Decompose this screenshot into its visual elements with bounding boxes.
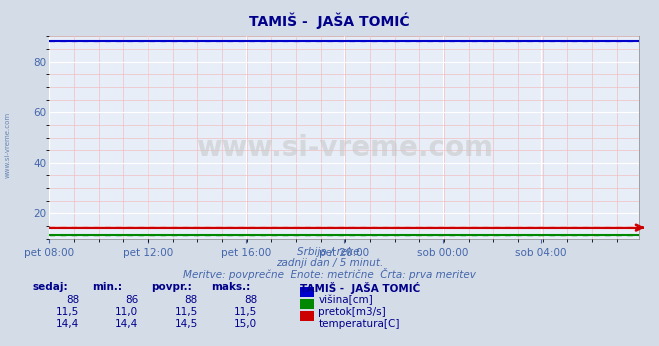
Text: 11,5: 11,5 [234, 307, 257, 317]
Text: zadnji dan / 5 minut.: zadnji dan / 5 minut. [276, 258, 383, 268]
Text: 88: 88 [244, 295, 257, 305]
Text: 14,4: 14,4 [56, 319, 79, 329]
Text: www.si-vreme.com: www.si-vreme.com [5, 112, 11, 179]
Text: TAMIŠ -  JAŠA TOMIĆ: TAMIŠ - JAŠA TOMIĆ [300, 282, 420, 294]
Text: 11,0: 11,0 [115, 307, 138, 317]
Text: maks.:: maks.: [211, 282, 250, 292]
Text: www.si-vreme.com: www.si-vreme.com [196, 134, 493, 162]
Text: 14,5: 14,5 [175, 319, 198, 329]
Text: višina[cm]: višina[cm] [318, 295, 373, 305]
Text: sedaj:: sedaj: [33, 282, 69, 292]
Text: pretok[m3/s]: pretok[m3/s] [318, 307, 386, 317]
Text: 14,4: 14,4 [115, 319, 138, 329]
Text: min.:: min.: [92, 282, 123, 292]
Text: 88: 88 [185, 295, 198, 305]
Text: 88: 88 [66, 295, 79, 305]
Text: 11,5: 11,5 [56, 307, 79, 317]
Text: povpr.:: povpr.: [152, 282, 192, 292]
Text: Srbija / reke.: Srbija / reke. [297, 247, 362, 257]
Text: temperatura[C]: temperatura[C] [318, 319, 400, 329]
Text: 86: 86 [125, 295, 138, 305]
Text: 15,0: 15,0 [234, 319, 257, 329]
Text: TAMIŠ -  JAŠA TOMIĆ: TAMIŠ - JAŠA TOMIĆ [249, 12, 410, 29]
Text: Meritve: povprečne  Enote: metrične  Črta: prva meritev: Meritve: povprečne Enote: metrične Črta:… [183, 268, 476, 280]
Text: 11,5: 11,5 [175, 307, 198, 317]
